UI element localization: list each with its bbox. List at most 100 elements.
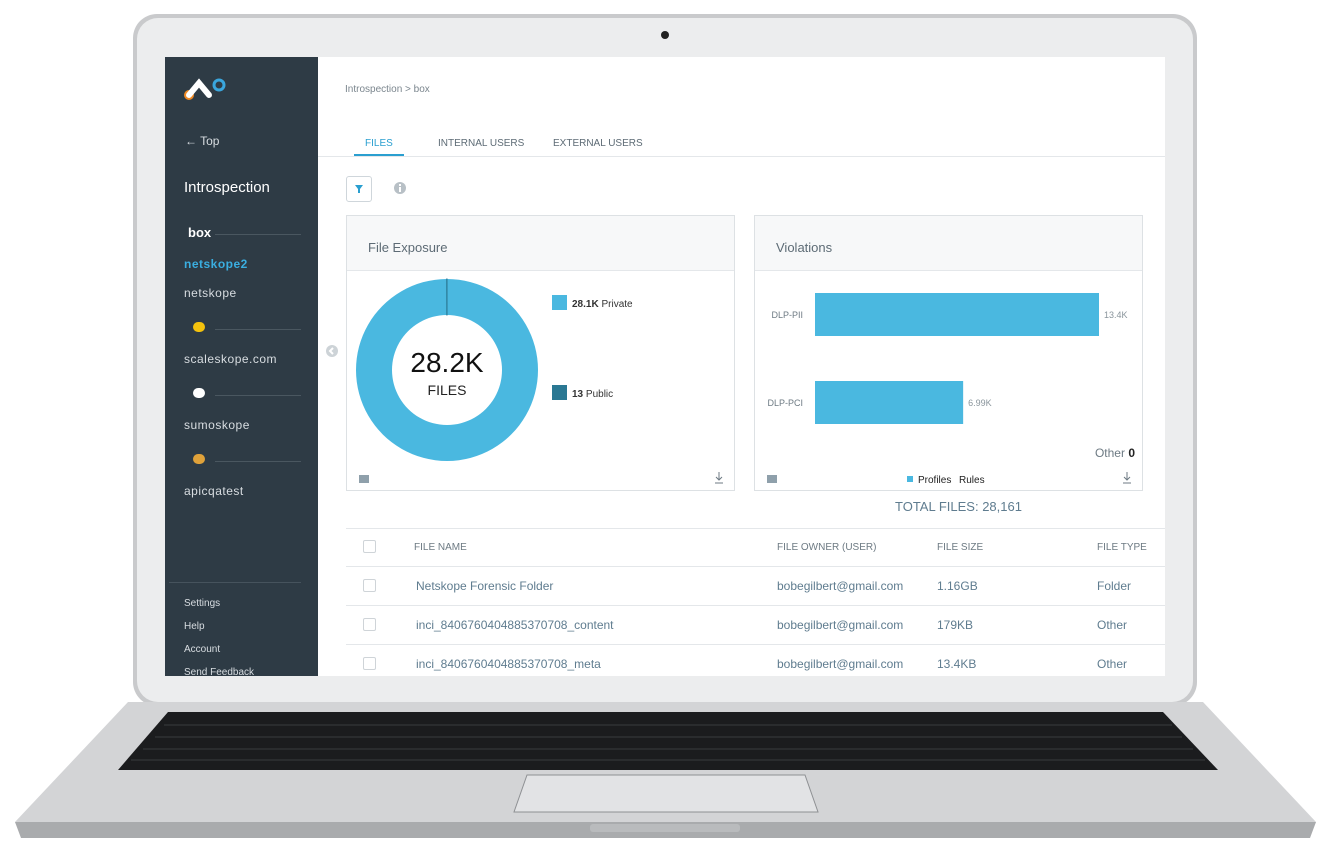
logo	[184, 78, 226, 100]
table-cell: Other	[1097, 618, 1128, 632]
table-icon	[767, 475, 777, 483]
app-logo	[193, 454, 205, 464]
table-row: Netskope Forensic Folder bobegilbert@gmai…	[346, 567, 1165, 606]
footer-link[interactable]: Settings	[184, 598, 221, 609]
table-cell: Other	[1097, 657, 1128, 671]
bar-category: DLP-PCI	[767, 398, 803, 408]
table-cell: 179KB	[937, 618, 974, 632]
table-row: inci_8406760404885370708_meta bobegilbert…	[346, 645, 1165, 676]
table-cell: inci_8406760404885370708_meta	[416, 657, 601, 671]
footer-link[interactable]: Send Feedback	[184, 667, 255, 676]
other-value: 0	[1128, 446, 1135, 460]
app-logo	[193, 322, 205, 332]
legend-swatch	[552, 295, 567, 310]
table-cell: Netskope Forensic Folder	[416, 579, 554, 593]
table-cell: inci_8406760404885370708_content	[416, 618, 614, 632]
violations-panel: Violations DLP-PII 13.4K DLP-PCI 6.99K Other…	[754, 215, 1143, 491]
table-row: inci_8406760404885370708_content bobegilb…	[346, 606, 1165, 645]
tab[interactable]: INTERNAL USERS	[438, 138, 525, 149]
app-header: box	[185, 225, 301, 241]
rule	[215, 395, 301, 396]
prev-arrow[interactable]	[325, 344, 339, 358]
app-instance[interactable]: apicqatest	[184, 484, 244, 498]
legend-entry: 28.1K Private	[572, 299, 633, 310]
center-label: FILES	[428, 382, 467, 398]
app-header	[185, 454, 301, 468]
download-icon	[1123, 472, 1131, 484]
trackpad	[513, 774, 819, 813]
legend-entry: Rules	[959, 475, 985, 486]
bar-chart: DLP-PII 13.4K DLP-PCI 6.99K Other 0 Profiles R…	[767, 293, 1135, 486]
sidebar: ← Top Introspection box netskope2 netskope…	[165, 57, 318, 676]
legend-value: 28.1K	[572, 299, 599, 310]
exposure-panel: File Exposure 28.1K Private 13 Public 28.2…	[346, 215, 735, 491]
rule	[215, 234, 301, 235]
panel-title: File Exposure	[368, 240, 448, 255]
legend-value: 13	[572, 389, 584, 400]
donut-chart: 28.1K Private 13 Public 28.2K FILES	[355, 278, 723, 484]
total-label: TOTAL FILES:	[895, 499, 979, 514]
tab-rule	[318, 156, 1165, 157]
rule	[215, 461, 301, 462]
divider	[169, 582, 301, 583]
app-instance[interactable]: netskope2	[184, 257, 248, 271]
panel-title: Violations	[776, 240, 833, 255]
other-count: Other 0	[1095, 446, 1135, 460]
bar-category: DLP-PII	[771, 310, 803, 320]
legend-name: Private	[601, 299, 633, 310]
table-icon	[359, 475, 369, 483]
app-instance[interactable]: netskope	[184, 286, 237, 300]
legend-entry: Profiles	[918, 475, 951, 486]
checkbox[interactable]	[363, 579, 376, 592]
app-header	[185, 388, 301, 402]
table-cell: bobegilbert@gmail.com	[777, 579, 904, 593]
table-header: FILE NAME FILE OWNER (USER) FILE SIZE FILE …	[346, 529, 1165, 567]
legend-swatch	[552, 385, 567, 400]
file-table: FILE NAME FILE OWNER (USER) FILE SIZE FILE …	[346, 528, 1165, 676]
footer-link[interactable]: Help	[184, 621, 205, 632]
filter-button[interactable]	[346, 176, 372, 202]
column-header: FILE OWNER (USER)	[777, 542, 877, 553]
legend-swatch	[907, 476, 913, 482]
tab[interactable]: EXTERNAL USERS	[553, 138, 643, 149]
center-value: 28.2K	[410, 347, 483, 378]
back-text: Top	[200, 134, 220, 148]
info-icon[interactable]	[393, 181, 407, 195]
camera	[661, 31, 669, 39]
tab[interactable]: FILES	[354, 138, 404, 156]
bar-value: 6.99K	[968, 398, 992, 408]
column-header: FILE SIZE	[937, 542, 984, 553]
table-cell: 13.4KB	[937, 657, 977, 671]
other-label: Other	[1095, 446, 1125, 460]
total-files: TOTAL FILES: 28,161	[895, 499, 1022, 514]
footer-link[interactable]: Account	[184, 644, 221, 655]
rule	[215, 329, 301, 330]
bar-value: 13.4K	[1104, 310, 1128, 320]
bar	[815, 381, 964, 424]
legend-entry: 13 Public	[572, 389, 613, 400]
checkbox[interactable]	[363, 618, 376, 631]
column-header: FILE TYPE	[1097, 542, 1147, 553]
key-rows	[131, 724, 1205, 761]
app-instance[interactable]: sumoskope	[184, 418, 250, 432]
download-icon	[715, 472, 723, 484]
checkbox[interactable]	[363, 540, 376, 553]
checkbox[interactable]	[363, 657, 376, 670]
app-header	[185, 322, 301, 336]
donut-slice	[355, 279, 538, 461]
legend-name: Public	[586, 389, 613, 400]
app-instance[interactable]: scaleskope.com	[184, 352, 278, 366]
notch	[590, 824, 740, 832]
table-cell: bobegilbert@gmail.com	[777, 657, 904, 671]
section-title: Introspection	[184, 179, 270, 196]
back-link[interactable]: ← Top	[185, 134, 220, 148]
screen: ← Top Introspection box netskope2 netskope…	[165, 57, 1165, 676]
total-value: 28,161	[982, 499, 1022, 514]
table-cell: Folder	[1097, 579, 1132, 593]
table-cell: bobegilbert@gmail.com	[777, 618, 904, 632]
column-header: FILE NAME	[414, 542, 467, 553]
breadcrumb: Introspection > box	[345, 84, 430, 95]
table-cell: 1.16GB	[937, 579, 978, 593]
app-logo: box	[188, 225, 212, 240]
